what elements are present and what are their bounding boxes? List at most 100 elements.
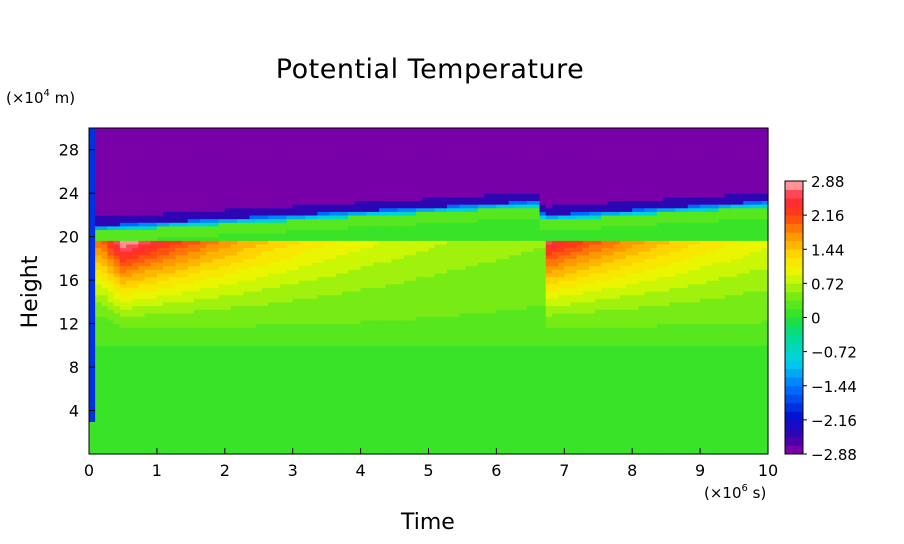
heatmap-cell bbox=[255, 399, 263, 404]
heatmap-cell bbox=[200, 258, 207, 263]
heatmap-cell bbox=[138, 251, 146, 256]
heatmap-cell bbox=[385, 251, 393, 256]
heatmap-cell bbox=[237, 189, 244, 194]
heatmap-cell bbox=[409, 160, 417, 165]
heatmap-cell bbox=[311, 356, 318, 361]
heatmap-cell bbox=[200, 399, 207, 404]
heatmap-cell bbox=[150, 374, 158, 379]
heatmap-cell bbox=[391, 175, 399, 180]
heatmap-cell bbox=[89, 348, 96, 354]
heatmap-cell bbox=[200, 287, 207, 292]
heatmap-cell bbox=[163, 348, 170, 354]
heatmap-cell bbox=[391, 146, 399, 151]
heatmap-cell bbox=[354, 301, 362, 307]
heatmap-cell bbox=[274, 298, 281, 303]
heatmap-cell bbox=[206, 327, 214, 332]
heatmap-cell bbox=[422, 348, 430, 354]
heatmap-cell bbox=[144, 254, 152, 259]
heatmap-cell bbox=[212, 200, 220, 205]
heatmap-cell bbox=[335, 149, 343, 154]
heatmap-cell bbox=[261, 269, 269, 274]
heatmap-cell bbox=[397, 370, 405, 375]
heatmap-cell bbox=[292, 254, 300, 259]
heatmap-cell bbox=[126, 291, 133, 296]
heatmap-cell bbox=[329, 149, 337, 154]
heatmap-cell bbox=[372, 218, 380, 223]
heatmap-cell bbox=[385, 236, 393, 241]
heatmap-cell bbox=[132, 131, 139, 136]
heatmap-cell bbox=[89, 189, 96, 194]
heatmap-cell bbox=[298, 233, 306, 238]
heatmap-cell bbox=[230, 377, 238, 383]
heatmap-cell bbox=[119, 439, 127, 444]
heatmap-cell bbox=[385, 374, 393, 379]
heatmap-cell bbox=[156, 428, 164, 433]
heatmap-cell bbox=[286, 323, 294, 328]
heatmap-cell bbox=[416, 164, 423, 169]
heatmap-cell bbox=[119, 406, 127, 412]
heatmap-cell bbox=[280, 450, 288, 455]
heatmap-cell bbox=[280, 377, 288, 383]
heatmap-cell bbox=[372, 370, 380, 375]
heatmap-cell bbox=[230, 399, 238, 404]
heatmap-cell bbox=[385, 128, 393, 133]
heatmap-cell bbox=[237, 435, 244, 441]
heatmap-cell bbox=[391, 417, 399, 422]
heatmap-cell bbox=[274, 367, 281, 372]
heatmap-cell bbox=[323, 396, 331, 401]
heatmap-cell bbox=[230, 262, 238, 267]
heatmap-cell bbox=[280, 446, 288, 451]
heatmap-cell bbox=[212, 323, 220, 328]
heatmap-cell bbox=[280, 196, 288, 202]
heatmap-cell bbox=[255, 225, 263, 231]
heatmap-cell bbox=[187, 142, 195, 147]
heatmap-cell bbox=[144, 352, 152, 357]
heatmap-cell bbox=[385, 283, 393, 288]
heatmap-cell bbox=[144, 207, 152, 212]
heatmap-cell bbox=[156, 272, 164, 278]
heatmap-cell bbox=[101, 410, 109, 415]
heatmap-cell bbox=[101, 131, 109, 136]
heatmap-cell bbox=[261, 410, 269, 415]
heatmap-cell bbox=[268, 330, 275, 336]
heatmap-cell bbox=[428, 301, 436, 307]
heatmap-cell bbox=[243, 319, 251, 325]
heatmap-cell bbox=[230, 243, 238, 249]
heatmap-cell bbox=[274, 254, 281, 259]
heatmap-cell bbox=[397, 196, 405, 202]
heatmap-cell bbox=[89, 377, 96, 383]
heatmap-cell bbox=[409, 352, 417, 357]
heatmap-cell bbox=[342, 283, 349, 288]
heatmap-cell bbox=[348, 370, 356, 375]
heatmap-cell bbox=[218, 262, 226, 267]
heatmap-cell bbox=[422, 406, 430, 412]
heatmap-cell bbox=[379, 356, 386, 361]
heatmap-cell bbox=[305, 403, 312, 408]
heatmap-cell bbox=[95, 432, 102, 437]
heatmap-cell bbox=[212, 128, 220, 133]
heatmap-cell bbox=[311, 381, 318, 386]
heatmap-cell bbox=[348, 356, 356, 361]
heatmap-cell bbox=[348, 135, 356, 140]
heatmap-cell bbox=[150, 240, 158, 245]
heatmap-cell bbox=[261, 446, 269, 451]
heatmap-cell bbox=[342, 327, 349, 332]
heatmap-cell bbox=[286, 406, 294, 412]
heatmap-cell bbox=[342, 388, 349, 394]
heatmap-cell bbox=[181, 450, 189, 455]
heatmap-cell bbox=[292, 432, 300, 437]
heatmap-cell bbox=[268, 251, 275, 256]
heatmap-cell bbox=[342, 149, 349, 154]
heatmap-cell bbox=[298, 222, 306, 227]
heatmap-cell bbox=[101, 305, 109, 310]
heatmap-cell bbox=[230, 367, 238, 372]
heatmap-cell bbox=[144, 446, 152, 451]
heatmap-cell bbox=[274, 200, 281, 205]
heatmap-cell bbox=[323, 146, 331, 151]
heatmap-cell bbox=[212, 359, 220, 365]
heatmap-cell bbox=[403, 175, 411, 180]
heatmap-cell bbox=[416, 348, 423, 354]
heatmap-cell bbox=[237, 233, 244, 238]
heatmap-cell bbox=[255, 435, 263, 441]
heatmap-cell bbox=[335, 291, 343, 296]
